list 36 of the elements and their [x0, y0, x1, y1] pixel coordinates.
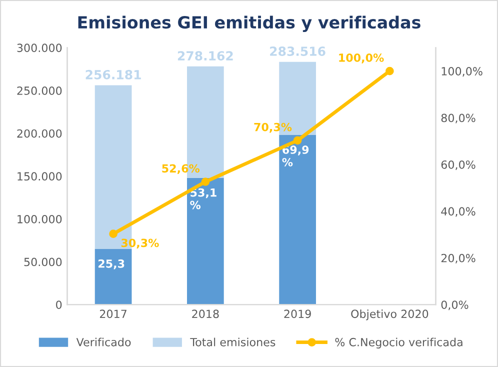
y-tick-label: 100.000	[18, 214, 62, 224]
x-tick-label: 2019	[284, 310, 311, 318]
y-tick-label: 50.000	[24, 258, 62, 266]
x-tick-label: Objetivo 2020	[351, 309, 428, 320]
total-label: 283.516	[270, 46, 326, 56]
point	[386, 66, 394, 76]
y2-tick-label: 0,0%	[441, 300, 468, 310]
x-tick-label: 2018	[192, 310, 219, 318]
legend-label: % C.Negocio verificada	[335, 338, 462, 348]
y2-tick-label: 100,0%	[442, 67, 482, 77]
data-label: 100,0%	[339, 54, 384, 64]
bar	[94, 248, 132, 305]
legend-label: Total emisiones	[190, 338, 276, 346]
total-label: 256.181	[86, 70, 141, 80]
y2-tick-label: 60,0%	[441, 160, 476, 170]
bar	[187, 178, 224, 305]
legend-label: Verificado	[76, 338, 131, 346]
x-tick-label: 2017	[100, 310, 126, 318]
y-tick-label: 250.000	[17, 86, 62, 95]
data-label: 70,3%	[254, 122, 292, 133]
y-tick-label: 200.000	[17, 129, 62, 138]
y2-tick-label: 40,0%	[441, 207, 476, 217]
bar	[279, 135, 316, 305]
annotation: 25,3	[98, 259, 124, 270]
y2-tick-label: 20,0%	[441, 254, 476, 264]
y2-tick-label: 80,0%	[441, 114, 476, 124]
chart-title: Emisiones GEI emitidas y verificadas	[78, 16, 420, 32]
y-tick-label: 300.000	[17, 44, 62, 52]
point	[293, 136, 302, 145]
total-label: 278.162	[178, 51, 233, 61]
point	[109, 230, 118, 238]
data-label: 52,6%	[162, 164, 200, 174]
data-label: 30,3%	[121, 238, 159, 249]
y-tick-label: 0	[56, 300, 62, 309]
point	[201, 178, 210, 186]
y-tick-label: 150.000	[18, 172, 62, 181]
